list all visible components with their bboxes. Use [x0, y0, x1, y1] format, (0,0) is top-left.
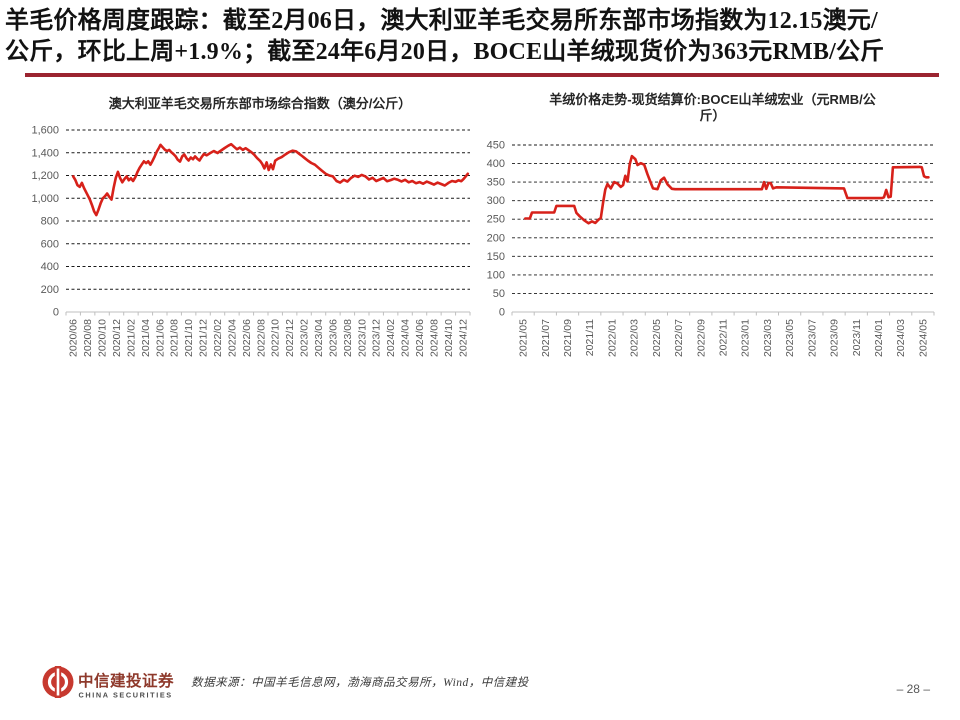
x-axis-tick-label: 2020/10 [97, 319, 109, 357]
y-axis-tick-label: 1,200 [31, 170, 59, 182]
company-logo: 中信建投证券 CHINA SECURITIES [42, 666, 174, 700]
y-axis-tick-label: 50 [493, 288, 505, 300]
y-axis-tick-label: 0 [499, 307, 505, 319]
x-axis-tick-label: 2020/08 [82, 319, 94, 357]
y-axis-tick-label: 600 [41, 238, 59, 250]
x-axis-tick-label: 2021/06 [154, 319, 166, 357]
price-series-line [523, 154, 930, 225]
x-axis-tick-label: 2020/06 [68, 319, 80, 357]
y-axis-tick-label: 1,600 [31, 125, 59, 137]
y-axis-tick-label: 0 [53, 307, 59, 319]
x-axis-tick-label: 2024/04 [400, 319, 412, 357]
x-axis-tick-label: 2024/01 [873, 319, 885, 357]
x-axis-tick-label: 2022/12 [284, 319, 296, 357]
y-axis-tick-label: 800 [41, 216, 59, 228]
wool-chart-title: 澳大利亚羊毛交易所东部市场综合指数（澳分/公斤） [108, 96, 412, 111]
x-axis-tick-label: 2022/02 [212, 319, 224, 357]
x-axis-tick-label: 2024/12 [457, 319, 469, 357]
x-axis-tick-label: 2021/05 [518, 319, 530, 357]
y-axis-tick-label: 200 [41, 284, 59, 296]
x-axis-tick-label: 2022/06 [241, 319, 253, 357]
y-axis-tick-label: 1,000 [31, 193, 59, 205]
x-axis-tick-label: 2021/08 [169, 319, 181, 357]
x-axis-tick-label: 2021/10 [183, 319, 195, 357]
x-axis-tick-label: 2024/06 [414, 319, 426, 357]
y-axis-tick-label: 200 [487, 232, 505, 244]
cashmere-price-line-chart: 0 50 100 150 200 250 300 350 400 450 2021/05 2021/0… [487, 140, 935, 357]
x-axis-tick-label: 2023/11 [851, 319, 863, 356]
citic-emblem-icon [42, 666, 74, 698]
y-axis-tick-label: 150 [487, 251, 505, 263]
x-axis-tick-label: 2024/02 [385, 319, 397, 357]
x-axis-tick-label: 2023/12 [371, 319, 383, 357]
x-axis-tick-label: 2021/09 [562, 319, 574, 357]
x-axis-tick-label: 2023/10 [356, 319, 368, 357]
x-axis-tick-label: 2023/09 [829, 319, 841, 357]
x-axis-tick-label: 2021/12 [198, 319, 210, 357]
x-axis-tick-label: 2021/02 [125, 319, 137, 357]
brand-name-en: CHINA SECURITIES [79, 691, 173, 700]
x-axis-tick-label: 2022/01 [606, 319, 618, 357]
data-source-note: 数据来源：中国羊毛信息网，渤海商品交易所，Wind，中信建投 [191, 677, 529, 689]
wool-price-line-chart: 0 200 400 600 800 1,000 1,200 1,400 1,600 2020/06… [31, 125, 471, 357]
y-axis-tick-label: 450 [487, 140, 505, 152]
y-axis-tick-label: 400 [487, 158, 505, 170]
page-title: 羊毛价格周度跟踪：截至2月06日，澳大利亚羊毛交易所东部市场指数为12.15澳元… [5, 6, 957, 68]
x-axis-tick-label: 2024/08 [428, 319, 440, 357]
x-axis-tick-label: 2022/05 [651, 319, 663, 357]
page-number: – 28 – [896, 682, 930, 696]
x-axis-tick-label: 2022/07 [673, 319, 685, 357]
y-axis-tick-label: 400 [41, 261, 59, 273]
y-axis-tick-label: 250 [487, 214, 505, 226]
x-axis-tick-label: 2023/04 [313, 319, 325, 357]
x-axis-tick-label: 2023/03 [762, 319, 774, 357]
page-title-line-2: 公斤，环比上周+1.9%；截至24年6月20日，BOCE山羊绒现货价为363元R… [5, 39, 885, 65]
brand-name-cn: 中信建投证券 [78, 671, 174, 690]
x-axis-tick-label: 2021/04 [140, 319, 152, 357]
y-axis-tick-label: 1,400 [31, 147, 59, 159]
x-axis-tick-label: 2024/10 [443, 319, 455, 357]
price-series-line [71, 142, 470, 217]
x-axis-tick-label: 2024/05 [917, 319, 929, 357]
x-axis-tick-label: 2021/11 [584, 319, 596, 356]
x-axis-tick-label: 2023/08 [342, 319, 354, 357]
y-axis-tick-label: 350 [487, 177, 505, 189]
x-axis-tick-label: 2023/01 [740, 319, 752, 357]
x-axis-tick-label: 2023/02 [299, 319, 311, 357]
title-underline [25, 73, 939, 77]
x-axis-tick-label: 2023/05 [784, 319, 796, 357]
x-axis-tick-label: 2022/03 [629, 319, 641, 357]
page-title-line-1: 羊毛价格周度跟踪：截至2月06日，澳大利亚羊毛交易所东部市场指数为12.15澳元… [5, 8, 878, 34]
x-axis-tick-label: 2022/10 [270, 319, 282, 357]
x-axis-tick-label: 2020/12 [111, 319, 123, 357]
y-axis-tick-label: 300 [487, 195, 505, 207]
x-axis-tick-label: 2023/06 [327, 319, 339, 357]
x-axis-tick-label: 2021/07 [540, 319, 552, 357]
y-axis-tick-label: 100 [487, 269, 505, 281]
x-axis-tick-label: 2022/11 [718, 319, 730, 356]
x-axis-tick-label: 2022/04 [226, 319, 238, 357]
x-axis-tick-label: 2022/08 [255, 319, 267, 357]
x-axis-tick-label: 2024/03 [895, 319, 907, 357]
x-axis-tick-label: 2022/09 [695, 319, 707, 357]
cashmere-chart-title: 羊绒价格走势-现货结算价:BOCE山羊绒宏业（元RMB/公 斤） [549, 92, 876, 123]
x-axis-tick-label: 2023/07 [806, 319, 818, 357]
